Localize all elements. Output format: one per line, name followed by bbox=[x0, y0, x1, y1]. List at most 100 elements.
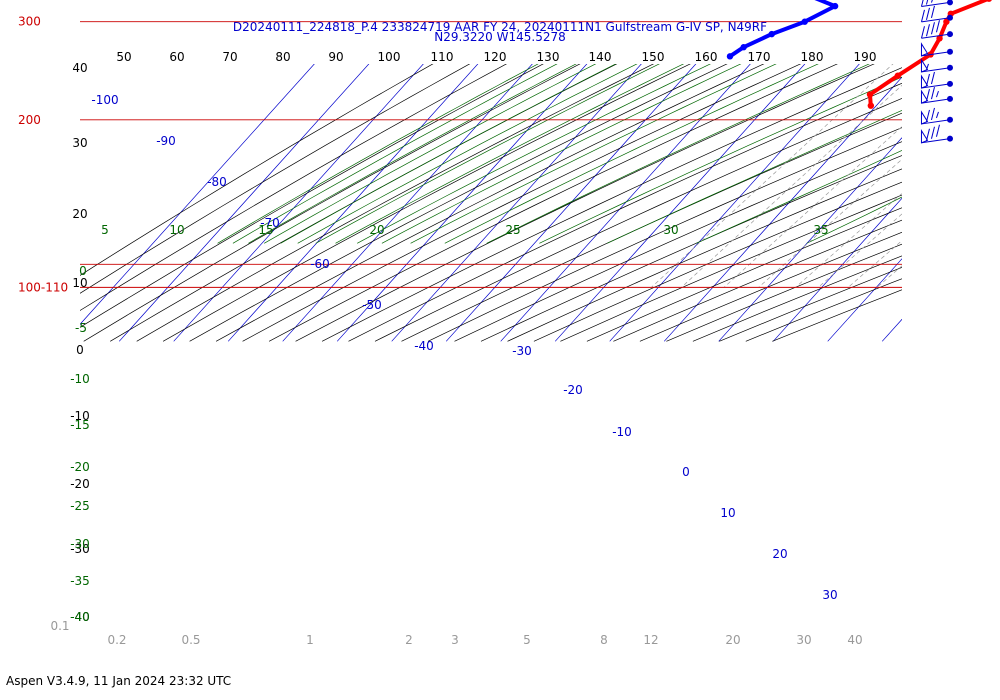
top-axis-label: 160 bbox=[695, 50, 718, 64]
dewpoint-point bbox=[768, 30, 775, 38]
dry-adiabat-line bbox=[242, 64, 802, 342]
isotherm-line bbox=[609, 64, 860, 342]
dry-adiabat-line bbox=[80, 64, 434, 276]
moist-adiabat-label: 15 bbox=[258, 223, 273, 237]
mixing-ratio-label: 20 bbox=[725, 633, 740, 647]
dry-adiabat-line bbox=[80, 64, 544, 328]
wind-barb-staff bbox=[921, 51, 951, 57]
isotherm-line bbox=[554, 64, 806, 342]
sounding-profiles bbox=[726, 0, 992, 109]
isotherm-line bbox=[991, 0, 1000, 341]
mixing-ratio-line bbox=[651, 64, 894, 288]
wind-barb-flag bbox=[935, 20, 940, 33]
dewpoint-point bbox=[726, 53, 734, 60]
top-axis-label: 80 bbox=[275, 50, 290, 64]
isotherm-line bbox=[80, 64, 315, 325]
dewpoint-point bbox=[801, 18, 808, 25]
theta-label: -40 bbox=[70, 610, 90, 624]
dry-adiabat-line bbox=[83, 64, 581, 342]
wind-barb-staff bbox=[921, 83, 951, 89]
wind-barb-flag bbox=[925, 109, 930, 123]
dry-adiabat-line bbox=[162, 64, 691, 342]
dry-adiabat-line bbox=[136, 64, 655, 342]
moist-adiabat-line bbox=[357, 64, 711, 244]
mixing-ratio-line bbox=[964, 0, 1000, 287]
isotherm-line bbox=[663, 76, 902, 342]
moist-adiabat-line bbox=[486, 64, 870, 244]
wind-barb-flag bbox=[935, 124, 940, 137]
mixing-ratio-label: 8 bbox=[600, 633, 608, 647]
temperature-point bbox=[943, 18, 950, 25]
wind-barb-flag bbox=[930, 5, 935, 19]
isotherm-label: 10 bbox=[720, 506, 735, 520]
wind-barb-staff bbox=[921, 119, 951, 125]
theta-label: 10 bbox=[72, 276, 87, 290]
moist-adiabat-label: 5 bbox=[101, 223, 109, 237]
moist-adiabat-label: -20 bbox=[70, 460, 90, 474]
isotherm-line bbox=[718, 137, 902, 342]
top-axis-label: 170 bbox=[748, 50, 771, 64]
isotherm-line bbox=[881, 318, 902, 342]
moist-adiabat-label: 0 bbox=[79, 264, 87, 278]
wind-barb-staff bbox=[921, 33, 951, 39]
mixing-ratio-label: 0.5 bbox=[181, 633, 200, 647]
wind-barb-flag bbox=[925, 0, 929, 5]
moist-adiabat-label: -35 bbox=[70, 574, 90, 588]
mixing-ratio-label: 2 bbox=[405, 633, 413, 647]
chart-title-line-2: N29.3220 W145.5278 bbox=[434, 30, 566, 44]
wind-barb-pennant bbox=[920, 58, 929, 73]
wind-barb-flag bbox=[930, 22, 935, 35]
wind-barb-half-flag bbox=[930, 0, 933, 3]
isotherm-label: 0 bbox=[682, 465, 690, 479]
moist-adiabat-label: -15 bbox=[70, 418, 90, 432]
isotherm-line bbox=[445, 64, 697, 342]
wind-barb-pennant bbox=[920, 42, 929, 57]
chart-title-line-1: D20240111_224818_P.4 233824719 AAR FY 24… bbox=[232, 20, 768, 34]
top-axis-label: 130 bbox=[537, 50, 560, 64]
theta-label: 40 bbox=[72, 61, 87, 75]
top-axis-label: 70 bbox=[222, 50, 237, 64]
top-axis-label: 100 bbox=[378, 50, 401, 64]
isotherm-label: -50 bbox=[362, 298, 382, 312]
mixing-ratio-label: 12 bbox=[643, 633, 658, 647]
mixing-ratio-line bbox=[847, 240, 902, 288]
moist-adiabat-label: 30 bbox=[663, 223, 678, 237]
pressure-label: 100-110 bbox=[18, 280, 68, 294]
mixing-ratio-line bbox=[984, 0, 1000, 287]
theta-label: -30 bbox=[70, 542, 90, 556]
mixing-ratio-line bbox=[817, 213, 902, 288]
isotherm-label: -80 bbox=[207, 175, 227, 189]
mixing-ratio-label: 1 bbox=[306, 633, 314, 647]
moist-adiabat-line bbox=[806, 196, 902, 244]
theta-label: -10 bbox=[70, 409, 90, 423]
dry-adiabat-line bbox=[189, 64, 728, 342]
temperature-point bbox=[986, 0, 992, 2]
wind-barb-staff bbox=[921, 67, 951, 73]
isotherm-label: -20 bbox=[563, 383, 583, 397]
theta-label: 0 bbox=[76, 343, 84, 357]
moist-adiabat-label: -5 bbox=[75, 321, 87, 335]
mixing-ratio-line bbox=[937, 0, 1000, 287]
top-axis-label: 110 bbox=[431, 50, 454, 64]
moist-adiabat-label: 25 bbox=[505, 223, 520, 237]
top-axis-label: 120 bbox=[484, 50, 507, 64]
top-axis-label: 140 bbox=[589, 50, 612, 64]
wind-barb-flag bbox=[925, 7, 930, 21]
moist-adiabat-label: -25 bbox=[70, 499, 90, 513]
dry-adiabat-line bbox=[215, 64, 765, 342]
isotherm-line bbox=[118, 64, 370, 342]
isotherm-line bbox=[391, 64, 642, 342]
wind-barb-flag bbox=[930, 107, 935, 121]
wind-barb-half-flag bbox=[925, 63, 929, 71]
top-axis-label: 150 bbox=[642, 50, 665, 64]
wind-barb-flag bbox=[930, 126, 935, 139]
isotherm-line bbox=[772, 197, 902, 342]
wind-barb-flag bbox=[925, 128, 930, 141]
wind-barb-flag bbox=[925, 24, 930, 37]
temperature-point bbox=[867, 102, 875, 109]
isobar-lines bbox=[80, 21, 902, 288]
moist-adiabat-line bbox=[410, 64, 777, 244]
chart-grid bbox=[80, 0, 1000, 342]
mixing-ratio-label: 0.1 bbox=[50, 619, 69, 633]
